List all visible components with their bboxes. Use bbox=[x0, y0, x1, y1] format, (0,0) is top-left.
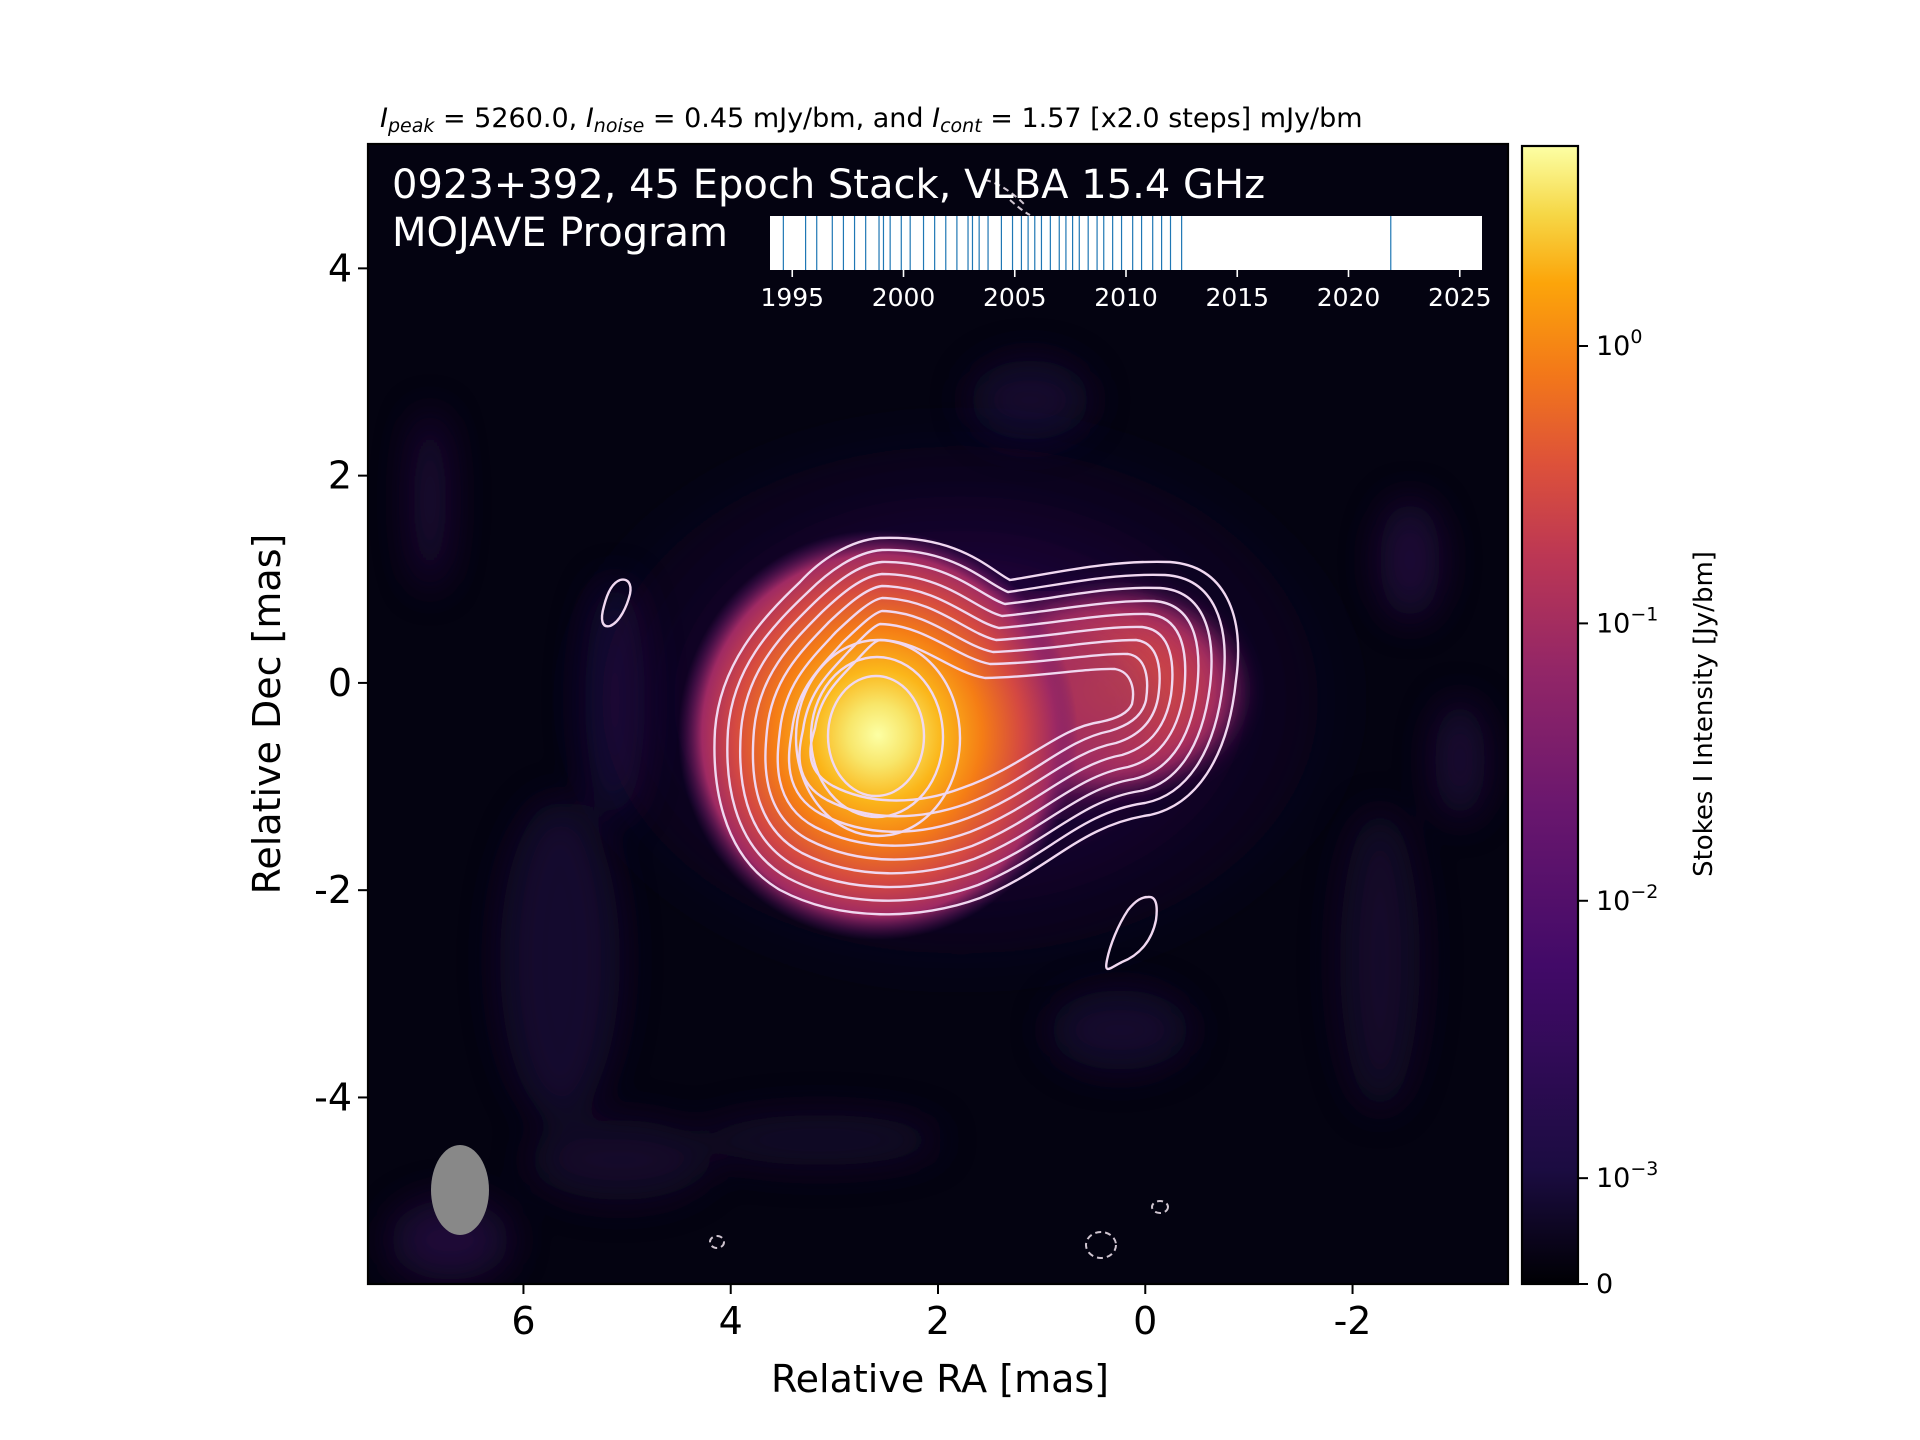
contour-lines bbox=[600, 536, 1240, 971]
colorbar-tick-label-2: 10−2 bbox=[1596, 881, 1658, 917]
x-tick-label-1: 4 bbox=[719, 1299, 743, 1343]
restoring-beam bbox=[431, 1145, 489, 1235]
intensity-map bbox=[390, 179, 1485, 1280]
contour-level-5 bbox=[764, 584, 1187, 861]
epoch-tick-label-5: 2020 bbox=[1317, 283, 1381, 312]
x-axis-label: Relative RA [mas] bbox=[771, 1357, 1109, 1401]
contour-level-2 bbox=[726, 548, 1226, 902]
y-axis-label: Relative Dec [mas] bbox=[245, 534, 289, 895]
epoch-tick-label-3: 2010 bbox=[1094, 283, 1158, 312]
epoch-year-ticks: 1995 2000 2005 2010 2015 2020 2025 bbox=[760, 270, 1492, 312]
epoch-tick-label-2: 2005 bbox=[983, 283, 1047, 312]
negative-contours bbox=[709, 179, 1169, 1259]
contour-level-10 bbox=[794, 638, 962, 838]
colorbar-gradient bbox=[1522, 146, 1578, 1284]
epoch-tick-label-6: 2025 bbox=[1428, 283, 1492, 312]
y-tick-label-4: -4 bbox=[314, 1075, 352, 1119]
epoch-timeline-box bbox=[770, 216, 1482, 270]
contour-level-11 bbox=[809, 655, 945, 819]
epoch-timeline-inset: 1995 2000 2005 2010 2015 2020 2025 bbox=[760, 216, 1492, 312]
x-tick-label-2: 2 bbox=[926, 1299, 950, 1343]
contour-level-7 bbox=[787, 609, 1161, 833]
colorbar-tick-label-0: 0 bbox=[1596, 1269, 1613, 1300]
contour-level-1 bbox=[713, 536, 1240, 916]
epoch-tick-label-4: 2015 bbox=[1205, 283, 1269, 312]
contour-level-3 bbox=[738, 560, 1213, 889]
colorbar-ticks: 0 10−3 10−2 10−1 100 bbox=[1578, 326, 1658, 1300]
x-tick-label-4: -2 bbox=[1334, 1299, 1372, 1343]
colorbar-tick-label-1: 10−3 bbox=[1596, 1158, 1658, 1194]
colorbar-tick-label-3: 10−1 bbox=[1596, 603, 1658, 639]
negative-contour-3 bbox=[1151, 1200, 1169, 1214]
contour-level-6 bbox=[776, 596, 1174, 847]
image-panel: 0923+392, 45 Epoch Stack, VLBA 15.4 GHz … bbox=[366, 142, 1510, 1286]
negative-contour-4 bbox=[984, 179, 1031, 216]
negative-contour-1 bbox=[709, 1235, 725, 1249]
epoch-tick-label-0: 1995 bbox=[760, 283, 824, 312]
negative-contour-2 bbox=[1085, 1231, 1117, 1259]
contour-level-8 bbox=[798, 622, 1149, 818]
epoch-tick-label-1: 2000 bbox=[872, 283, 936, 312]
colorbar: 0 10−3 10−2 10−1 100 Stokes I Intensity [Jy/… bbox=[1520, 144, 1719, 1300]
y-tick-label-3: -2 bbox=[314, 868, 352, 912]
header-stats: Ipeak = 5260.0, Inoise = 0.45 mJy/bm, an… bbox=[380, 103, 1363, 137]
colorbar-tick-label-4: 100 bbox=[1596, 326, 1642, 362]
y-axis-ticks: 4 2 0 -2 -4 bbox=[314, 246, 368, 1119]
colorbar-label: Stokes I Intensity [Jy/bm] bbox=[1689, 551, 1719, 877]
x-tick-label-3: 0 bbox=[1133, 1299, 1157, 1343]
overlay-title: 0923+392, 45 Epoch Stack, VLBA 15.4 GHz bbox=[392, 162, 1265, 208]
y-tick-label-2: 0 bbox=[328, 661, 352, 705]
contour-island-left bbox=[600, 578, 632, 628]
contour-level-9 bbox=[809, 638, 1135, 802]
x-axis-ticks: 6 4 2 0 -2 bbox=[511, 1284, 1371, 1343]
y-tick-label-0: 4 bbox=[328, 246, 352, 290]
epoch-lines bbox=[782, 216, 1392, 270]
contour-island-lower bbox=[1105, 895, 1158, 971]
y-tick-label-1: 2 bbox=[328, 454, 352, 498]
x-tick-label-0: 6 bbox=[511, 1299, 535, 1343]
contour-level-12 bbox=[826, 674, 926, 798]
colorbar-frame bbox=[1520, 144, 1580, 1286]
contour-level-4 bbox=[751, 572, 1200, 875]
overlay-program: MOJAVE Program bbox=[392, 210, 728, 256]
